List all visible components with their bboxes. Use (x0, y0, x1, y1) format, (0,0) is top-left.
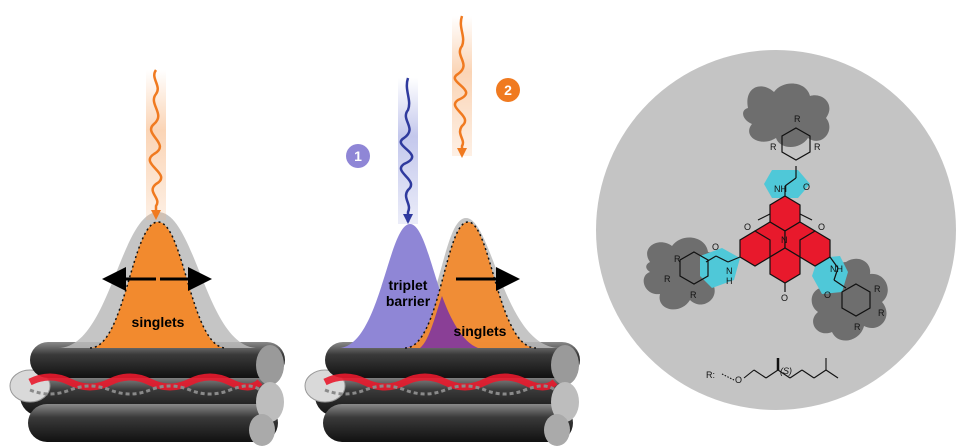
left-panel: singlets (9, 69, 285, 446)
nanofiber-bundle-left (9, 342, 285, 446)
atom-n-core: N (781, 235, 788, 245)
middle-panel: triplet barrier singlets 1 2 (304, 15, 580, 446)
singlets-label-left: singlets (132, 314, 185, 330)
atom-r-top-1: R (794, 114, 801, 124)
atom-r-right-2: R (878, 308, 885, 318)
pulse-2-number: 2 (504, 82, 512, 98)
singlets-label-middle: singlets (454, 323, 507, 339)
pulse-2-badge (496, 78, 520, 102)
singlet-gaussian-left (90, 222, 226, 348)
atom-o-right-amide: O (824, 290, 831, 300)
atom-h-left: H (726, 276, 733, 286)
atom-o-top-amide: O (803, 182, 810, 192)
atom-o-left-amide: O (712, 242, 719, 252)
aryl-ring-top (781, 127, 811, 161)
stereo-descriptor: (S) (780, 366, 792, 376)
triangulene-core (739, 195, 831, 284)
atom-r-top-2: R (770, 142, 777, 152)
atom-nh-right: NH (830, 264, 843, 274)
atom-r-left-1: R (674, 254, 681, 264)
atom-r-left-2: R (664, 274, 671, 284)
pulse-1-number: 1 (354, 148, 362, 164)
triplet-label: triplet (389, 277, 428, 293)
probe-pulse-2 (452, 15, 472, 158)
atom-r-right-1: R (874, 284, 881, 294)
amide-highlight-left (700, 248, 740, 288)
atom-nh-top: NH (774, 184, 787, 194)
r-group-legend-label: R: (706, 370, 715, 380)
atom-r-right-3: R (854, 322, 861, 332)
side-chain-blob-top (743, 83, 830, 147)
pulse-1-badge (346, 144, 370, 168)
amide-highlight-right (812, 256, 848, 294)
aryl-ring-right (841, 283, 871, 317)
r-group-oxygen: O (735, 375, 742, 385)
atom-r-left-3: R (690, 290, 697, 300)
atom-o-core-left: O (744, 222, 751, 232)
side-chain-blob-left (643, 237, 721, 310)
atom-o-core-right: O (818, 222, 825, 232)
excitation-pulse-left (146, 69, 166, 220)
atom-o-core-bottom: O (781, 293, 788, 303)
barrier-label: barrier (386, 293, 431, 309)
r-group-chain (721, 358, 839, 381)
atom-r-top-3: R (814, 142, 821, 152)
nanofiber-bundle-middle (304, 342, 580, 446)
molecule-panel: R R R NH O O O N O O N H R R R NH O R R … (596, 50, 956, 410)
aryl-ring-left (679, 251, 709, 285)
atom-n-left: N (726, 266, 733, 276)
overlap-region (420, 296, 478, 348)
pump-pulse-1 (398, 77, 418, 224)
core-bonds (705, 166, 847, 292)
